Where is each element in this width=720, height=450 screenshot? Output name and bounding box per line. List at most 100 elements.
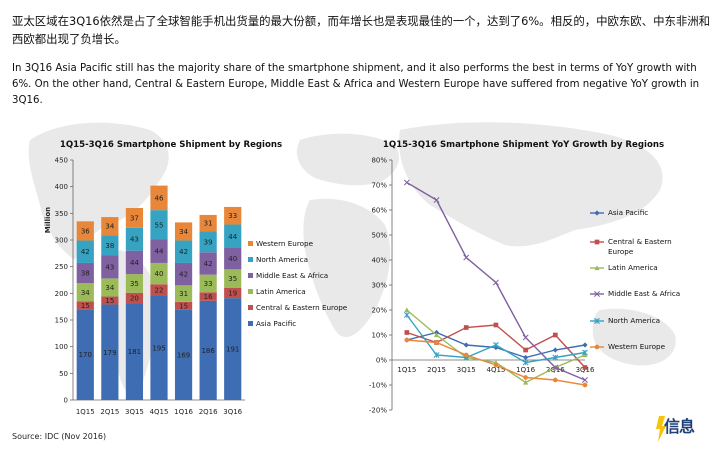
bar-y-tick-label: 50 [59, 370, 68, 378]
bar-segment-0 [125, 303, 144, 400]
line-point-1 [463, 325, 469, 330]
bar-y-axis-label: Million [44, 207, 52, 233]
line-legend-label: Europe [608, 247, 634, 256]
bar-data-label: 42 [81, 248, 90, 256]
bar-data-label: 34 [105, 284, 114, 292]
bar-data-label: 36 [81, 227, 90, 235]
bar-x-tick-label: 3Q15 [125, 408, 144, 416]
line-y-tick-label: 10% [371, 332, 387, 340]
line-legend-label: North America [608, 316, 660, 325]
bar-data-label: 37 [130, 214, 139, 222]
bar-y-tick-label: 400 [55, 183, 68, 191]
bar-segment-4 [76, 240, 94, 263]
bar-data-label: 39 [204, 238, 213, 246]
line-legend-label: Asia Pacific [608, 208, 648, 217]
bar-segment-4 [125, 227, 144, 251]
line-point-4 [433, 352, 440, 358]
line-point-4 [522, 359, 529, 366]
bar-segment-0 [150, 296, 168, 400]
line-point-4 [492, 342, 499, 348]
line-chart-title: 1Q15-3Q16 Smartphone Shipment YoY Growth… [383, 140, 664, 150]
bar-x-tick-label: 4Q15 [150, 408, 169, 416]
line-x-tick-label: 2Q15 [427, 366, 446, 374]
logo-text: 信息 [664, 417, 695, 436]
bar-y-tick-label: 250 [55, 263, 68, 271]
bar-data-label: 191 [226, 346, 239, 354]
world-map-background [28, 122, 676, 394]
bar-x-tick-label: 2Q15 [100, 408, 119, 416]
bar-segment-1 [174, 301, 193, 310]
line-point-3 [433, 197, 440, 203]
bar-legend-swatch [248, 257, 253, 262]
line-point-5 [493, 362, 499, 368]
bar-data-label: 15 [81, 302, 90, 310]
bar-segment-4 [224, 224, 242, 248]
line-y-tick-label: 70% [371, 182, 387, 190]
bar-segment-1 [101, 296, 119, 305]
bar-x-tick-label: 2Q16 [199, 408, 218, 416]
line-x-tick-label: 2Q16 [546, 366, 565, 374]
bar-segment-0 [174, 309, 193, 400]
bar-x-tick-label: 3Q16 [223, 408, 242, 416]
intro-chinese: 亚太区域在3Q16依然是占了全球智能手机出货量的最大份额，而年增长也是表现最佳的… [12, 14, 711, 46]
intro-english: In 3Q16 Asia Pacific still has the major… [12, 63, 700, 106]
bar-segment-2 [174, 285, 193, 302]
bar-data-label: 43 [130, 236, 139, 244]
bar-data-label: 15 [105, 297, 114, 305]
bar-legend-label: Middle East & Africa [256, 271, 328, 280]
line-legend-marker [594, 265, 600, 271]
bar-data-label: 169 [177, 351, 190, 359]
bar-segment-5 [150, 185, 168, 211]
line-point-1 [523, 347, 528, 353]
bar-segment-1 [76, 301, 94, 310]
line-legend-marker [594, 318, 600, 324]
line-point-0 [552, 347, 558, 353]
line-point-4 [582, 349, 588, 356]
line-legend-marker [594, 210, 600, 216]
bar-data-label: 34 [105, 223, 114, 231]
line-point-1 [404, 330, 410, 335]
line-point-5 [404, 337, 410, 343]
bar-data-label: 31 [204, 220, 213, 228]
bar-legend-swatch [248, 273, 253, 278]
bar-segment-1 [224, 288, 242, 299]
bar-data-label: 42 [179, 271, 188, 279]
line-y-tick-label: 20% [371, 307, 387, 315]
bar-data-label: 16 [204, 293, 213, 301]
bar-data-label: 43 [105, 263, 114, 271]
line-point-5 [463, 352, 469, 358]
bar-data-label: 179 [103, 349, 116, 357]
bar-segment-3 [199, 252, 217, 275]
bar-chart-title: 1Q15-3Q16 Smartphone Shipment by Regions [60, 140, 282, 150]
bar-y-tick-label: 150 [55, 317, 68, 325]
bar-y-tick-label: 200 [55, 290, 68, 298]
bar-segment-3 [76, 262, 94, 284]
line-y-tick-label: 0% [376, 357, 387, 365]
bar-legend-swatch [248, 321, 253, 326]
line-x-tick-label: 3Q16 [576, 366, 595, 374]
bar-legend-swatch [248, 305, 253, 310]
bar-segment-3 [101, 255, 119, 279]
line-point-0 [523, 354, 529, 361]
line-point-1 [493, 322, 499, 328]
bar-data-label: 31 [179, 290, 188, 298]
bar-data-label: 34 [179, 228, 188, 236]
bar-segment-4 [174, 240, 193, 263]
line-x-tick-label: 1Q16 [516, 366, 535, 374]
bar-data-label: 195 [152, 345, 165, 353]
bar-segment-4 [150, 210, 168, 240]
bar-data-label: 35 [130, 280, 139, 288]
line-x-tick-label: 3Q15 [457, 366, 476, 374]
line-point-1 [552, 332, 558, 338]
bar-data-label: 34 [81, 289, 90, 297]
line-point-3 [492, 279, 499, 286]
line-legend-marker [594, 291, 600, 297]
line-legend-marker [594, 344, 600, 350]
bar-segment-5 [224, 206, 242, 225]
bar-data-label: 170 [79, 351, 92, 359]
line-point-4 [552, 354, 559, 361]
bar-segment-4 [199, 231, 217, 253]
bar-legend-label: Latin America [256, 287, 306, 296]
line-point-0 [582, 342, 588, 348]
